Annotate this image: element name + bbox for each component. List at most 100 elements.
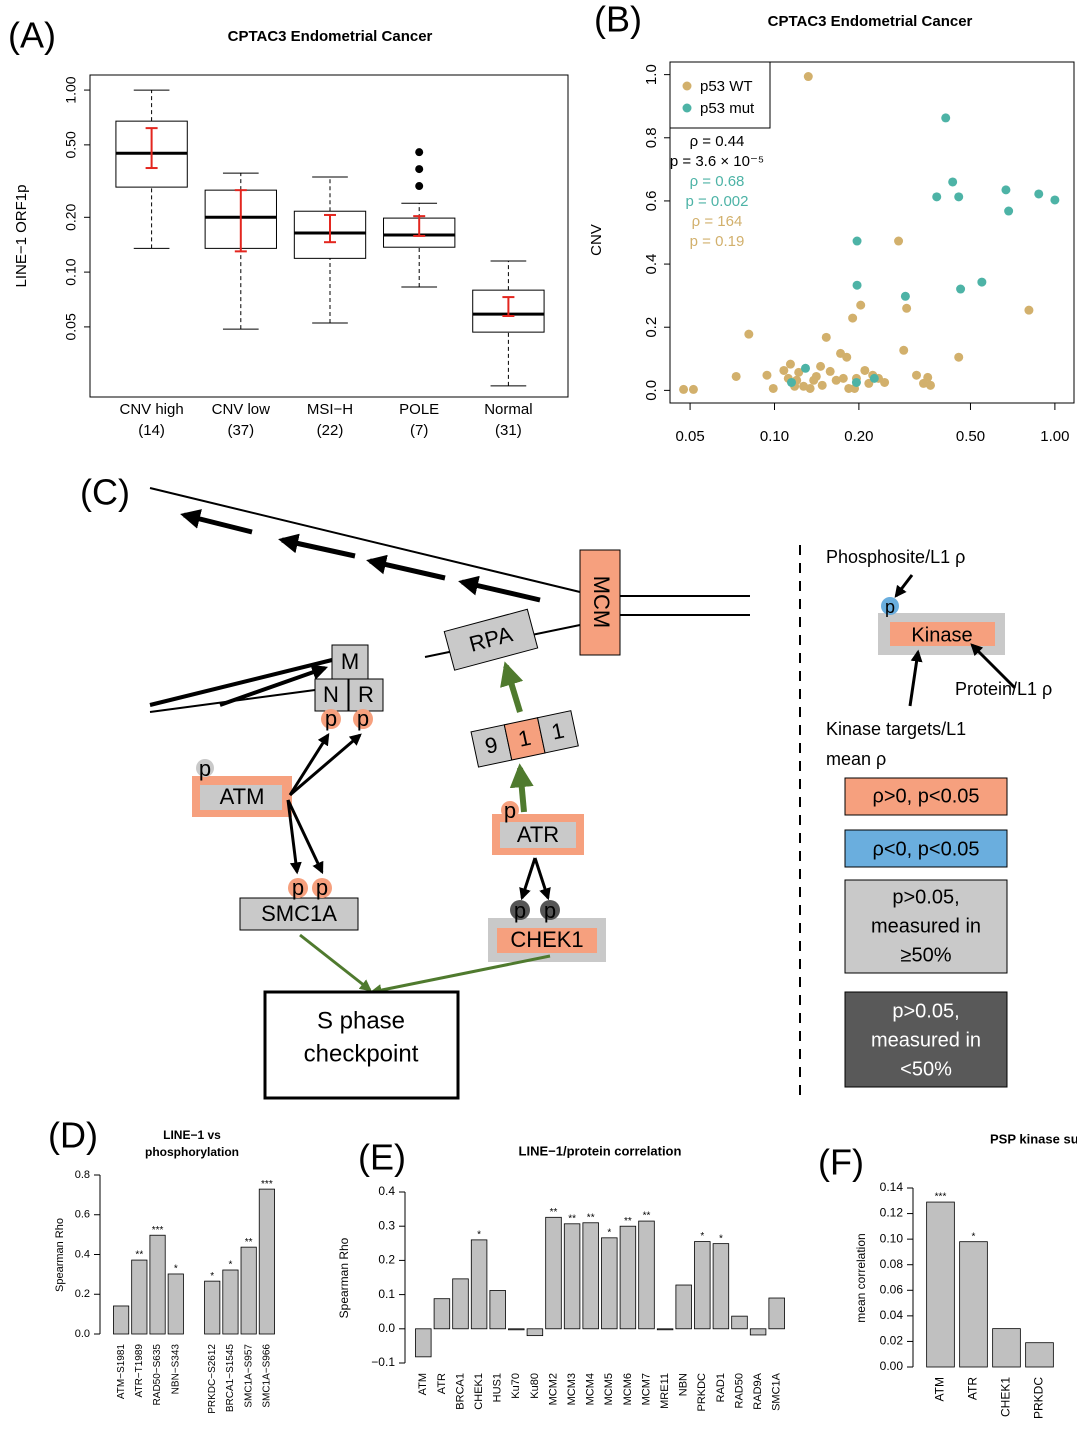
y-tick-label: 0.8	[75, 1169, 90, 1181]
arrow	[509, 763, 534, 813]
point	[821, 332, 831, 342]
bar	[258, 1188, 275, 1335]
legend-text: Phosphosite/L1 ρ	[826, 547, 965, 567]
bar	[638, 1220, 655, 1330]
significance: **	[624, 1216, 632, 1227]
point	[779, 365, 789, 375]
y-tick-label: 1.00	[63, 76, 79, 103]
point	[1034, 189, 1044, 199]
node-label: CHEK1	[510, 927, 583, 952]
point	[744, 329, 754, 339]
chek1-box	[497, 928, 597, 953]
x-tick-label: MCM7	[640, 1373, 652, 1405]
x-tick-label: 0.20	[844, 428, 873, 445]
site	[540, 900, 560, 920]
significance: *	[210, 1271, 214, 1282]
point	[925, 380, 935, 390]
911-box	[536, 710, 579, 754]
site	[353, 709, 373, 729]
significance: *	[607, 1227, 611, 1238]
annotation: p = 0.19	[690, 233, 745, 250]
point	[838, 373, 848, 383]
legend-box	[669, 61, 771, 129]
atm-box	[200, 785, 282, 810]
significance: *	[477, 1230, 481, 1241]
legend-label: p53 WT	[700, 78, 753, 95]
legend-marker	[682, 81, 692, 91]
legend-text: Kinase	[911, 624, 972, 646]
point	[809, 375, 819, 385]
x-tick-label: CHEK1	[473, 1373, 485, 1410]
significance: **	[568, 1213, 576, 1224]
x-tick-label: CHEK1	[999, 1377, 1013, 1417]
significance: **	[245, 1237, 253, 1248]
y-axis-title: LINE−1 ORF1p	[13, 185, 30, 288]
bar	[992, 1328, 1021, 1368]
bar	[1025, 1342, 1054, 1368]
legend-marker	[682, 103, 692, 113]
annotation: ρ = 0.44	[690, 133, 745, 150]
legend-text: ρ<0, p<0.05	[872, 838, 979, 860]
site	[881, 597, 899, 615]
x-tick-label: SMC1A−S966	[262, 1344, 273, 1408]
point	[842, 352, 852, 362]
x-tick-label: (31)	[495, 422, 522, 439]
x-tick-label: PRKDC	[696, 1373, 708, 1412]
x-tick-label: MCM3	[566, 1373, 578, 1405]
point	[852, 280, 862, 290]
x-tick-label: ATM	[933, 1377, 947, 1401]
arrow	[500, 661, 524, 713]
bar	[526, 1328, 544, 1337]
arrow	[219, 664, 329, 707]
x-tick-label: ATR	[436, 1373, 448, 1394]
y-tick-label: 0.06	[880, 1282, 904, 1296]
bar	[113, 1305, 130, 1335]
site-label: p	[199, 756, 211, 781]
annotation: ρ = 164	[692, 213, 743, 230]
x-tick-label: RAD50	[733, 1373, 745, 1408]
site	[196, 759, 214, 777]
x-tick-label: ATR−T1989	[134, 1344, 145, 1398]
arrow	[970, 643, 1017, 690]
point	[1050, 195, 1060, 205]
point	[869, 373, 879, 383]
bar	[926, 1201, 955, 1368]
node-label: ATR	[517, 822, 559, 847]
y-tick-label: 0.2	[378, 1253, 395, 1267]
significance: *	[972, 1231, 976, 1242]
x-tick-label: SMC1A−S957	[243, 1344, 254, 1408]
arrow	[533, 857, 551, 901]
point	[852, 236, 862, 246]
n-box	[314, 678, 349, 712]
chart-title: PSP kinase substrates	[990, 1131, 1077, 1146]
bar	[508, 1328, 525, 1331]
x-tick-label: CNV low	[212, 401, 271, 418]
point	[679, 384, 689, 394]
node-label: ATM	[220, 784, 265, 809]
y-tick-label: 0.2	[643, 317, 660, 338]
legend-box	[844, 879, 1008, 974]
bar	[415, 1328, 432, 1358]
y-tick-label: 0.0	[378, 1321, 395, 1335]
x-tick-label: 1.00	[1040, 428, 1069, 445]
bar	[731, 1315, 748, 1330]
outlier	[415, 148, 424, 157]
node-label: 1	[549, 718, 566, 745]
y-tick-label: 0.04	[880, 1308, 904, 1322]
site	[288, 878, 308, 898]
bar	[694, 1241, 711, 1330]
y-axis-title: CNV	[588, 224, 605, 256]
outcome-label: S phase	[317, 1007, 405, 1034]
y-tick-label: 0.05	[63, 313, 79, 340]
plot-frame	[89, 74, 569, 398]
point	[902, 303, 912, 313]
y-tick-label: 0.2	[75, 1288, 90, 1300]
pathway-diagram: (C) MCM RPA 9 1 1 M N R p p ATM p SMC1A …	[80, 472, 1052, 1100]
point	[1004, 206, 1014, 216]
plot-frame	[669, 61, 1075, 404]
arrow	[894, 574, 914, 598]
significance: *	[700, 1231, 704, 1242]
chart-title: CPTAC3 Endometrial Cancer	[228, 28, 433, 45]
arrow	[289, 733, 362, 797]
y-tick-label: 0.02	[880, 1334, 904, 1348]
